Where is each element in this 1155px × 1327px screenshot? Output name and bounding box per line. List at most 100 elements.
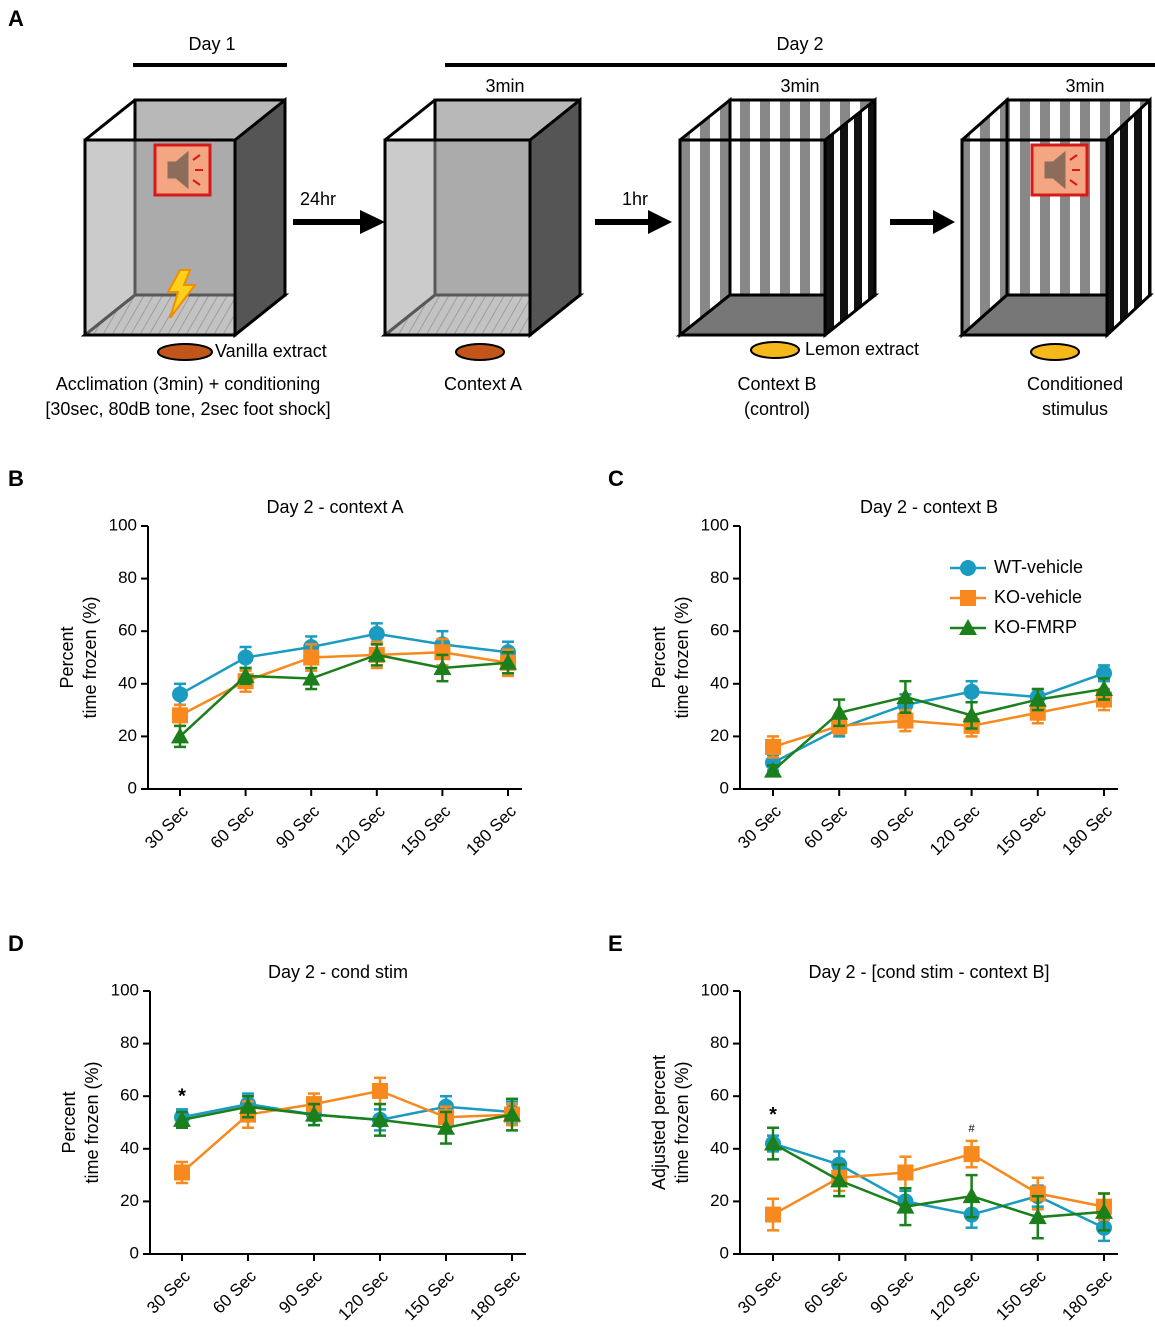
x-tick-label: 180 Sec: [466, 1266, 524, 1324]
y-tick-label: 0: [130, 1243, 139, 1262]
y-tick-label: 0: [128, 778, 137, 797]
y-tick-label: 40: [120, 1138, 139, 1157]
x-tick-label: 60 Sec: [209, 1266, 260, 1317]
box-context-b: [675, 96, 880, 339]
x-tick-label: 60 Sec: [207, 801, 258, 852]
duration: 3min: [1065, 76, 1104, 96]
chart-title: Day 2 - cond stim: [268, 962, 408, 982]
caption: Acclimation (3min) + conditioning: [56, 374, 321, 394]
x-tick-label: 90 Sec: [867, 801, 918, 852]
marker: [173, 1110, 191, 1127]
series-line: [179, 650, 509, 717]
legend-label: WT-vehicle: [994, 557, 1083, 577]
marker: [372, 1082, 388, 1099]
marker: [1096, 665, 1112, 682]
arrow-head: [360, 210, 385, 234]
series-line: [772, 687, 1105, 772]
odor-dish: [455, 343, 505, 361]
y-axis-label: Percent: [57, 626, 77, 688]
marker: [172, 707, 188, 724]
y-axis-label: Adjusted percent: [649, 1055, 669, 1190]
odor-dish: [1030, 343, 1080, 361]
chart: D Day 2 - cond stim Percent time frozen (%)…: [8, 931, 526, 1324]
series-line: [772, 1142, 1105, 1219]
annotation: *: [178, 1086, 186, 1108]
series-line: [181, 1089, 513, 1174]
interval-label: 1hr: [622, 189, 648, 209]
y-axis-label: time frozen (%): [80, 596, 100, 718]
y-axis-label: time frozen (%): [672, 1061, 692, 1183]
chart: E Day 2 - [cond stim - context B] Adjusted…: [608, 931, 1118, 1324]
x-tick-label: 180 Sec: [1058, 801, 1116, 859]
y-tick-label: 60: [120, 1086, 139, 1105]
y-tick-label: 0: [720, 1243, 729, 1262]
y-tick-label: 20: [710, 726, 729, 745]
marker: [962, 706, 981, 723]
marker: [896, 687, 915, 704]
marker: [765, 1206, 781, 1223]
x-tick-label: 120 Sec: [926, 1266, 984, 1324]
series-line: [772, 698, 1105, 749]
marker: [434, 644, 451, 661]
series-line: [181, 1105, 513, 1130]
x-tick-label: 120 Sec: [331, 801, 389, 859]
odor-label: Lemon extract: [805, 339, 919, 359]
chart: C Day 2 - context B Percent time frozen (%)…: [608, 466, 1118, 859]
marker: [239, 1097, 257, 1114]
y-axis-label: time frozen (%): [672, 596, 692, 718]
series-line: [179, 653, 509, 738]
box-context-a: [380, 96, 585, 339]
marker: [367, 645, 386, 662]
x-tick-label: 90 Sec: [272, 801, 323, 852]
duration: 3min: [485, 76, 524, 96]
day1-label: Day 1: [188, 34, 235, 54]
caption: Context B: [737, 374, 816, 394]
y-tick-label: 40: [710, 1138, 729, 1157]
y-tick-label: 100: [701, 515, 729, 534]
marker: [1095, 1202, 1113, 1219]
y-tick-label: 80: [120, 1033, 139, 1052]
marker: [1028, 690, 1047, 707]
marker: [437, 1118, 455, 1135]
series-line: [772, 672, 1105, 764]
panel-label: C: [608, 466, 624, 491]
odor-dish: [750, 341, 800, 359]
y-tick-label: 40: [710, 673, 729, 692]
x-tick-label: 60 Sec: [800, 801, 851, 852]
y-tick-label: 80: [118, 568, 137, 587]
marker: [765, 738, 781, 755]
annotation: #: [969, 1123, 976, 1135]
marker: [963, 1146, 980, 1163]
day2-label: Day 2: [776, 34, 823, 54]
y-tick-label: 20: [710, 1191, 729, 1210]
y-tick-label: 100: [701, 980, 729, 999]
x-tick-label: 30 Sec: [143, 1266, 194, 1317]
legend-label: KO-vehicle: [994, 587, 1082, 607]
marker: [830, 703, 849, 720]
x-tick-label: 150 Sec: [400, 1266, 458, 1324]
caption: stimulus: [1042, 399, 1108, 419]
x-tick-label: 60 Sec: [800, 1266, 851, 1317]
marker: [303, 649, 320, 666]
y-tick-label: 80: [710, 568, 729, 587]
y-tick-label: 100: [111, 980, 139, 999]
y-axis-label: Percent: [59, 1091, 79, 1153]
x-tick-label: 150 Sec: [992, 801, 1050, 859]
marker: [1095, 680, 1113, 697]
caption: Context A: [444, 374, 522, 394]
y-tick-label: 20: [120, 1191, 139, 1210]
odor-label: Vanilla extract: [215, 341, 327, 361]
marker: [897, 712, 914, 729]
caption: [30sec, 80dB tone, 2sec foot shock]: [45, 399, 330, 419]
marker: [897, 1164, 914, 1181]
interval-label: 24hr: [300, 189, 336, 209]
marker: [764, 761, 782, 778]
marker: [371, 1110, 389, 1127]
marker: [171, 727, 189, 744]
marker: [172, 686, 188, 703]
marker: [1028, 1208, 1047, 1225]
y-axis-label: Percent: [649, 626, 669, 688]
arrow-head: [933, 210, 955, 234]
marker: [764, 1134, 782, 1151]
panel-label: E: [608, 931, 623, 956]
